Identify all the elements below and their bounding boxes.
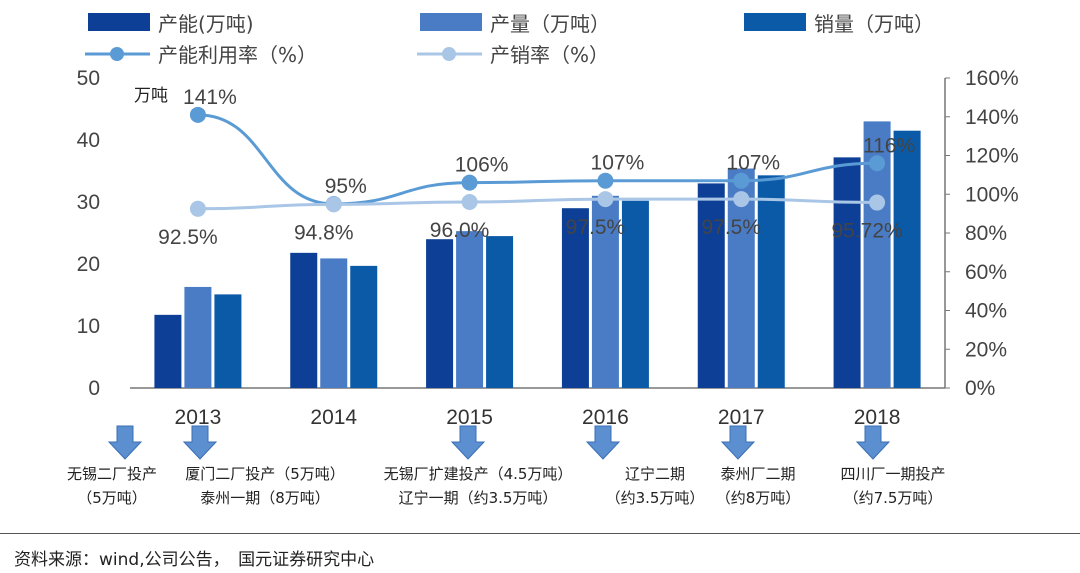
event-arrow-icon xyxy=(182,425,218,460)
bar-3 xyxy=(757,175,785,388)
utilization-data-label: 116% xyxy=(863,134,915,157)
footer-divider xyxy=(0,533,1080,534)
utilization-data-label: 141% xyxy=(183,86,237,109)
right-y-tick-label: 40% xyxy=(965,300,1007,323)
x-tick-label: 2013 xyxy=(175,406,222,429)
event-annotation: （约8万吨） xyxy=(716,489,801,507)
left-y-tick-label: 40 xyxy=(77,129,100,152)
event-annotation: 无锡二厂投产 xyxy=(67,465,157,483)
sales-rate-data-label: 92.5% xyxy=(158,226,218,249)
sales-rate-data-label: 94.8% xyxy=(294,221,354,244)
bar-1 xyxy=(154,314,182,388)
series-point-2 xyxy=(189,200,206,217)
legend-label: 产量（万吨） xyxy=(490,12,610,36)
series-line-1 xyxy=(197,113,878,206)
legend-marker xyxy=(442,47,456,61)
bar-3 xyxy=(621,200,649,388)
left-y-tick-label: 20 xyxy=(77,253,100,276)
event-annotation: （5万吨） xyxy=(77,489,147,507)
utilization-data-label: 107% xyxy=(726,152,780,175)
bar-1 xyxy=(697,183,725,388)
series-point-2 xyxy=(869,194,886,211)
series-point-1 xyxy=(461,174,478,191)
bar-1 xyxy=(561,208,589,388)
event-arrow-icon xyxy=(585,425,621,460)
series-point-1 xyxy=(189,106,206,123)
x-tick-label: 2014 xyxy=(310,406,357,429)
event-annotation: 无锡厂扩建投产（4.5万吨） xyxy=(384,465,573,483)
bar-2 xyxy=(320,258,348,388)
left-y-tick-label: 30 xyxy=(77,191,100,214)
sales-rate-data-label: 95.72% xyxy=(831,220,902,243)
bar-2 xyxy=(591,195,619,388)
bar-3 xyxy=(350,265,378,388)
legend-label: 销量（万吨） xyxy=(814,12,934,36)
event-annotation: 泰州一期（8万吨） xyxy=(200,489,330,507)
event-annotation: 辽宁一期（约3.5万吨） xyxy=(399,489,558,507)
bar-3 xyxy=(893,130,921,388)
utilization-data-label: 107% xyxy=(591,152,645,175)
event-annotation: 四川厂一期投产 xyxy=(840,465,945,483)
right-y-tick-label: 0% xyxy=(965,377,995,400)
event-annotation: （约7.5万吨） xyxy=(844,489,943,507)
x-tick-label: 2016 xyxy=(582,406,629,429)
event-annotation: 厦门二厂投产（5万吨） xyxy=(185,465,345,483)
right-y-tick-label: 100% xyxy=(965,183,1019,206)
series-point-2 xyxy=(597,191,614,208)
series-line-2 xyxy=(197,197,878,211)
right-y-tick-label: 80% xyxy=(965,222,1007,245)
event-arrow-icon xyxy=(720,425,756,460)
event-arrow-icon xyxy=(107,425,143,460)
event-arrow-icon xyxy=(855,425,891,460)
source-note: 资料来源：wind,公司公告， 国元证券研究中心 xyxy=(14,550,375,570)
bar-3 xyxy=(486,236,514,388)
series-point-2 xyxy=(733,191,750,208)
bar-2 xyxy=(456,231,484,388)
legend-label: 产能利用率（%） xyxy=(158,43,317,67)
x-tick-label: 2018 xyxy=(854,406,901,429)
series-point-1 xyxy=(869,155,886,172)
event-annotation: 辽宁二期 xyxy=(625,465,685,483)
sales-rate-data-label: 97.5% xyxy=(566,216,626,239)
right-y-tick-label: 140% xyxy=(965,106,1019,129)
series-point-2 xyxy=(461,194,478,210)
x-tick-label: 2015 xyxy=(446,406,493,429)
legend-swatch xyxy=(420,13,482,31)
legend-label: 产销率（%） xyxy=(490,43,609,67)
series-point-1 xyxy=(733,172,750,189)
x-tick-label: 2017 xyxy=(718,406,765,429)
sales-rate-data-label: 97.5% xyxy=(701,216,761,239)
left-axis-unit: 万吨 xyxy=(134,86,168,106)
utilization-data-label: 106% xyxy=(455,154,509,177)
bar-1 xyxy=(833,157,861,388)
bar-1 xyxy=(426,239,454,388)
chart: 0 10 20 30 40 50 0% 20% 40% 60% 80% 100% 120% 140% 160… xyxy=(67,12,1019,507)
right-y-tick-label: 20% xyxy=(965,338,1007,361)
left-y-tick-label: 0 xyxy=(88,377,100,400)
event-arrow-icon xyxy=(450,425,486,460)
utilization-data-label: 95% xyxy=(325,175,367,198)
legend-swatch xyxy=(88,13,150,31)
series-point-2 xyxy=(325,196,342,213)
bar-2 xyxy=(184,286,212,388)
bar-1 xyxy=(290,252,318,388)
event-annotation: 泰州厂二期 xyxy=(720,465,795,483)
right-y-tick-label: 60% xyxy=(965,261,1007,284)
right-y-tick-label: 160% xyxy=(965,67,1019,90)
event-annotation: （约3.5万吨） xyxy=(606,489,705,507)
legend-swatch xyxy=(744,13,806,31)
right-y-tick-label: 120% xyxy=(965,145,1019,168)
left-y-tick-label: 50 xyxy=(77,67,100,90)
bar-3 xyxy=(214,294,242,388)
legend-marker xyxy=(110,47,124,61)
sales-rate-data-label: 96.0% xyxy=(430,219,490,242)
series-point-1 xyxy=(597,172,614,189)
legend-label: 产能(万吨) xyxy=(158,12,254,36)
left-y-tick-label: 10 xyxy=(77,315,100,338)
